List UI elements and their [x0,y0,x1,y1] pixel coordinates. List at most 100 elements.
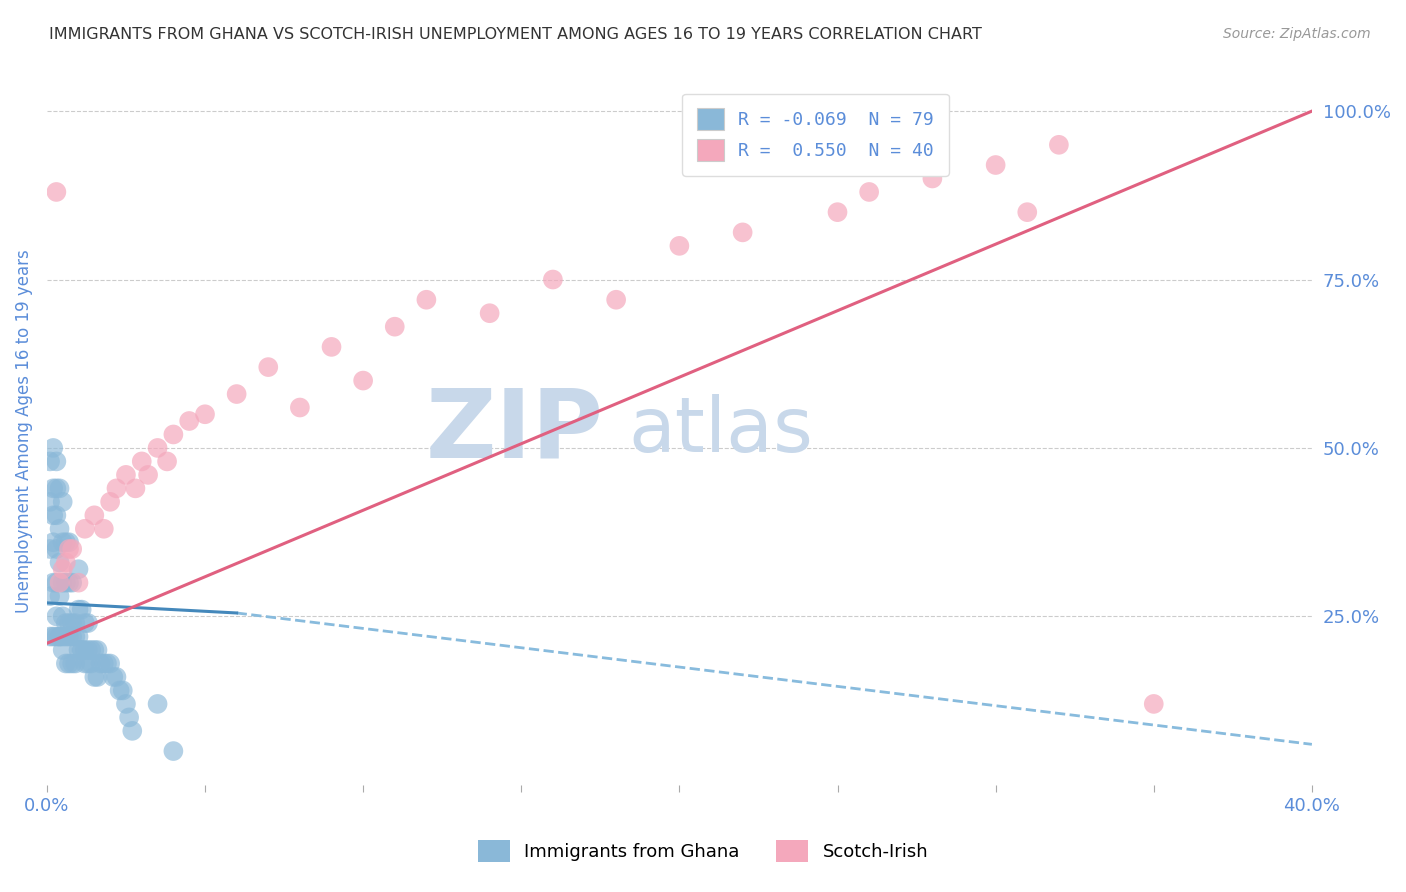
Point [42,535,65,549]
Point [60,630,83,644]
Point [52,535,75,549]
Point [60,541,83,556]
Point [52,609,75,624]
Point [96,657,118,671]
Point [384,319,406,334]
Point [827,205,849,219]
Point [257,360,280,375]
Point [77,643,100,657]
Point [70,602,93,616]
Point [858,185,880,199]
Point [70,643,93,657]
Point [83,643,105,657]
Text: IMMIGRANTS FROM GHANA VS SCOTCH-IRISH UNEMPLOYMENT AMONG AGES 16 TO 19 YEARS COR: IMMIGRANTS FROM GHANA VS SCOTCH-IRISH UN… [49,27,981,42]
Point [80,657,103,671]
Point [1047,137,1070,152]
Point [42,630,65,644]
Point [90,657,112,671]
Point [60,575,83,590]
Point [42,441,65,455]
Point [93,657,115,671]
Point [65,616,87,631]
Point [162,427,184,442]
Point [921,171,943,186]
Point [98,495,121,509]
Point [70,643,93,657]
Point [1143,697,1166,711]
Point [225,387,247,401]
Point [39,541,62,556]
Point [60,657,83,671]
Point [45,508,67,523]
Point [83,508,105,523]
Point [45,609,67,624]
Point [67,630,90,644]
Point [58,630,80,644]
Point [42,481,65,495]
Point [105,670,128,684]
Point [39,495,62,509]
Point [98,657,121,671]
Point [52,643,75,657]
Point [111,683,134,698]
Point [55,630,77,644]
Point [984,158,1007,172]
Point [162,744,184,758]
Point [52,630,75,644]
Point [52,495,75,509]
Point [67,562,90,576]
Point [42,508,65,523]
Point [48,481,70,495]
Point [55,535,77,549]
Point [118,710,141,724]
Point [136,467,159,482]
Legend: Immigrants from Ghana, Scotch-Irish: Immigrants from Ghana, Scotch-Irish [470,833,936,870]
Text: ZIP: ZIP [426,384,603,477]
Point [39,589,62,603]
Point [55,575,77,590]
Point [52,575,75,590]
Point [48,589,70,603]
Point [352,374,374,388]
Point [48,630,70,644]
Point [55,556,77,570]
Point [80,643,103,657]
Point [415,293,437,307]
Point [321,340,343,354]
Point [45,481,67,495]
Point [478,306,501,320]
Point [60,616,83,631]
Point [48,575,70,590]
Point [45,185,67,199]
Point [77,657,100,671]
Point [58,535,80,549]
Point [108,683,131,698]
Point [86,670,108,684]
Point [146,441,169,455]
Point [45,630,67,644]
Point [58,657,80,671]
Point [93,522,115,536]
Point [146,697,169,711]
Y-axis label: Unemployment Among Ages 16 to 19 years: Unemployment Among Ages 16 to 19 years [15,249,32,613]
Point [179,414,201,428]
Point [65,657,87,671]
Point [45,575,67,590]
Point [731,226,754,240]
Point [605,293,627,307]
Point [48,556,70,570]
Point [115,697,138,711]
Point [156,454,179,468]
Point [52,562,75,576]
Point [58,541,80,556]
Point [65,630,87,644]
Point [58,616,80,631]
Legend: R = -0.069  N = 79, R =  0.550  N = 40: R = -0.069 N = 79, R = 0.550 N = 40 [682,94,949,176]
Point [67,602,90,616]
Point [67,643,90,657]
Point [58,575,80,590]
Point [103,670,125,684]
Point [668,239,690,253]
Text: atlas: atlas [628,394,814,468]
Point [48,630,70,644]
